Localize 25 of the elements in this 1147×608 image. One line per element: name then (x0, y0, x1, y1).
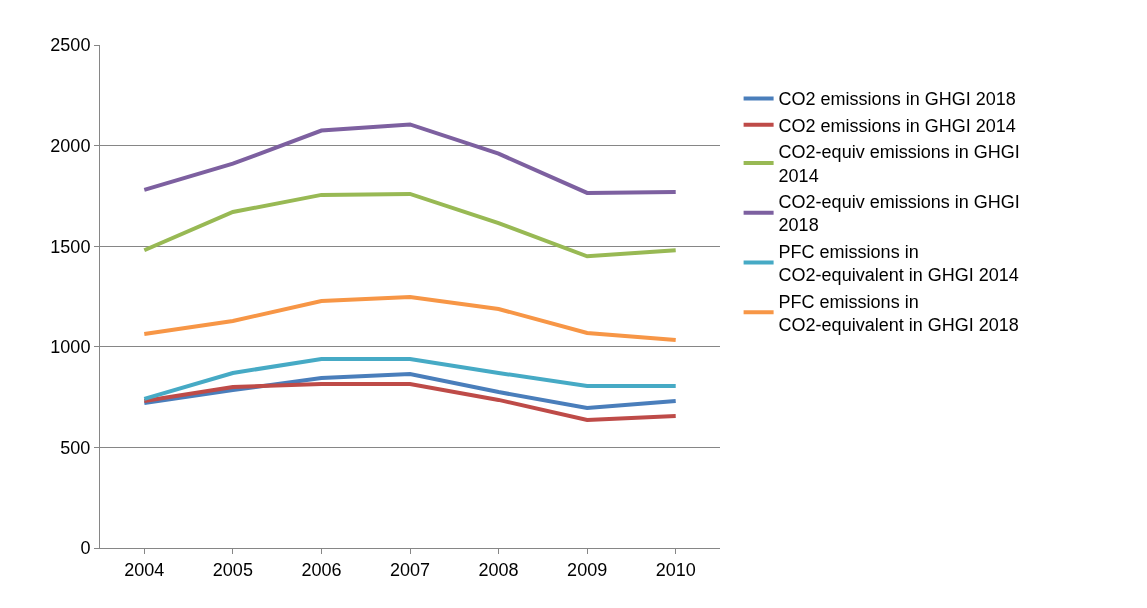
y-tick-label: 2000 (50, 135, 91, 156)
line-series (142, 357, 678, 401)
legend-label: CO2 emissions in GHGI 2014 (778, 115, 1016, 136)
y-tick-label: 0 (80, 538, 91, 559)
line-series (142, 295, 678, 342)
x-tick-label: 2010 (655, 559, 696, 580)
x-tick-label: 2009 (567, 559, 608, 580)
legend-label: PFC emissions in CO2-equivalent in GHGI 2018 (778, 291, 1019, 336)
line-series (142, 191, 678, 259)
x-tick-label: 2005 (212, 559, 253, 580)
x-tick-label: 2008 (478, 559, 519, 580)
legend-label: CO2-equiv emissions in GHGI 2014 (778, 142, 1020, 186)
line-series (142, 371, 678, 410)
line-series (142, 382, 678, 423)
y-tick-label: 1000 (50, 337, 91, 358)
legend-label: PFC emissions in CO2-equivalent in GHGI 2014 (778, 241, 1019, 286)
y-tick-label: 2500 (50, 35, 91, 56)
y-tick-label: 1500 (50, 236, 91, 257)
legend-label: CO2-equiv emissions in GHGI 2018 (778, 192, 1020, 236)
legend-label: CO2 emissions in GHGI 2018 (778, 89, 1016, 110)
y-tick-label: 500 (60, 437, 91, 458)
line-series (142, 122, 678, 195)
x-tick-label: 2007 (389, 559, 431, 580)
x-tick-label: 2004 (124, 559, 165, 580)
x-tick-label: 2006 (301, 559, 342, 580)
